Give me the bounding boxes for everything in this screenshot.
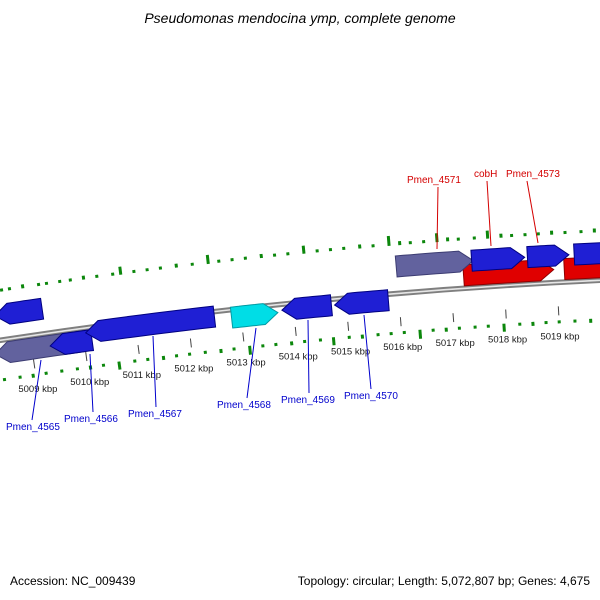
gene-label: Pmen_4566 <box>64 414 118 425</box>
scale-tick <box>399 317 402 327</box>
scale-label: 5014 kbp <box>279 352 318 363</box>
density-mark-upper <box>174 263 178 268</box>
scale-label: 5012 kbp <box>174 363 213 374</box>
density-mark-upper <box>301 245 306 254</box>
status-bar: Accession: NC_009439 Topology: circular;… <box>0 570 600 592</box>
scale-tick <box>242 332 245 342</box>
label-leader-line <box>31 359 42 421</box>
scale-label: 5010 kbp <box>70 377 109 388</box>
density-mark-lower <box>248 345 252 355</box>
label-leader-line <box>152 335 157 408</box>
density-mark-lower <box>117 361 122 370</box>
scale-tick <box>557 306 560 316</box>
gene-label: Pmen_4570 <box>344 391 398 402</box>
gene-label: Pmen_4568 <box>217 400 271 411</box>
density-mark-upper <box>20 284 25 289</box>
page-title: Pseudomonas mendocina ymp, complete geno… <box>144 10 456 26</box>
scale-tick <box>33 359 36 369</box>
label-leader-line <box>307 319 310 394</box>
scale-label: 5017 kbp <box>436 338 475 349</box>
label-leader-line <box>526 180 539 244</box>
gene-arrow-Pmen_4570[interactable] <box>333 289 390 315</box>
density-mark-upper <box>259 253 263 259</box>
gene-arrow-cobH[interactable] <box>470 247 526 272</box>
gene-arrow-Pmen_4571[interactable] <box>394 250 475 278</box>
density-mark-upper <box>36 282 41 287</box>
scale-label: 5015 kbp <box>331 347 370 358</box>
gene-arrow[interactable] <box>573 241 600 266</box>
label-leader-line <box>436 186 439 250</box>
density-mark-lower <box>31 373 35 378</box>
gene-arrow[interactable] <box>0 297 45 325</box>
accession-text: Accession: NC_009439 <box>10 574 136 588</box>
scale-label: 5018 kbp <box>488 335 527 346</box>
label-leader-line <box>363 314 372 390</box>
scale-tick <box>137 344 140 354</box>
density-mark-lower <box>331 337 336 346</box>
gene-label: Pmen_4567 <box>128 409 182 420</box>
gene-arrow-Pmen_4568[interactable] <box>229 303 279 329</box>
label-leader-line <box>89 353 94 413</box>
density-mark-upper <box>118 266 123 275</box>
gene-label: Pmen_4573 <box>506 169 560 180</box>
density-mark-lower <box>502 323 506 332</box>
density-mark-upper <box>205 254 210 265</box>
gene-label: Pmen_4565 <box>6 422 60 433</box>
gene-arrow-Pmen_4573[interactable] <box>526 244 570 269</box>
density-mark-lower <box>289 341 294 346</box>
density-mark-upper <box>0 288 4 292</box>
gene-arrow-Pmen_4569[interactable] <box>281 294 333 320</box>
scale-tick <box>452 313 455 323</box>
scale-tick <box>294 326 297 336</box>
scale-tick <box>347 321 350 331</box>
density-mark-lower <box>418 329 423 339</box>
gene-label: Pmen_4571 <box>407 175 461 186</box>
density-mark-upper <box>7 287 12 291</box>
density-mark-upper <box>386 235 391 247</box>
scale-tick <box>505 309 507 319</box>
gene-label: Pmen_4569 <box>281 395 335 406</box>
density-mark-upper <box>81 275 86 280</box>
scale-label: 5011 kbp <box>123 370 161 381</box>
density-mark-lower <box>161 355 166 361</box>
genome-summary-text: Topology: circular; Length: 5,072,807 bp… <box>297 574 590 588</box>
scale-label: 5013 kbp <box>227 357 266 368</box>
label-leader-line <box>486 180 492 247</box>
gene-label: cobH <box>474 169 497 180</box>
density-mark-lower <box>44 371 48 376</box>
density-mark-upper <box>485 230 490 239</box>
scale-label: 5019 kbp <box>540 331 579 342</box>
scale-label: 5016 kbp <box>383 342 422 353</box>
scale-label: 5009 kbp <box>18 384 57 395</box>
scale-tick <box>85 351 88 362</box>
scale-tick <box>189 338 192 348</box>
gene-arrow-Pmen_4567[interactable] <box>84 305 217 342</box>
label-leader-line <box>246 327 257 399</box>
gene-arrow-Pmen_4566[interactable] <box>49 329 95 355</box>
